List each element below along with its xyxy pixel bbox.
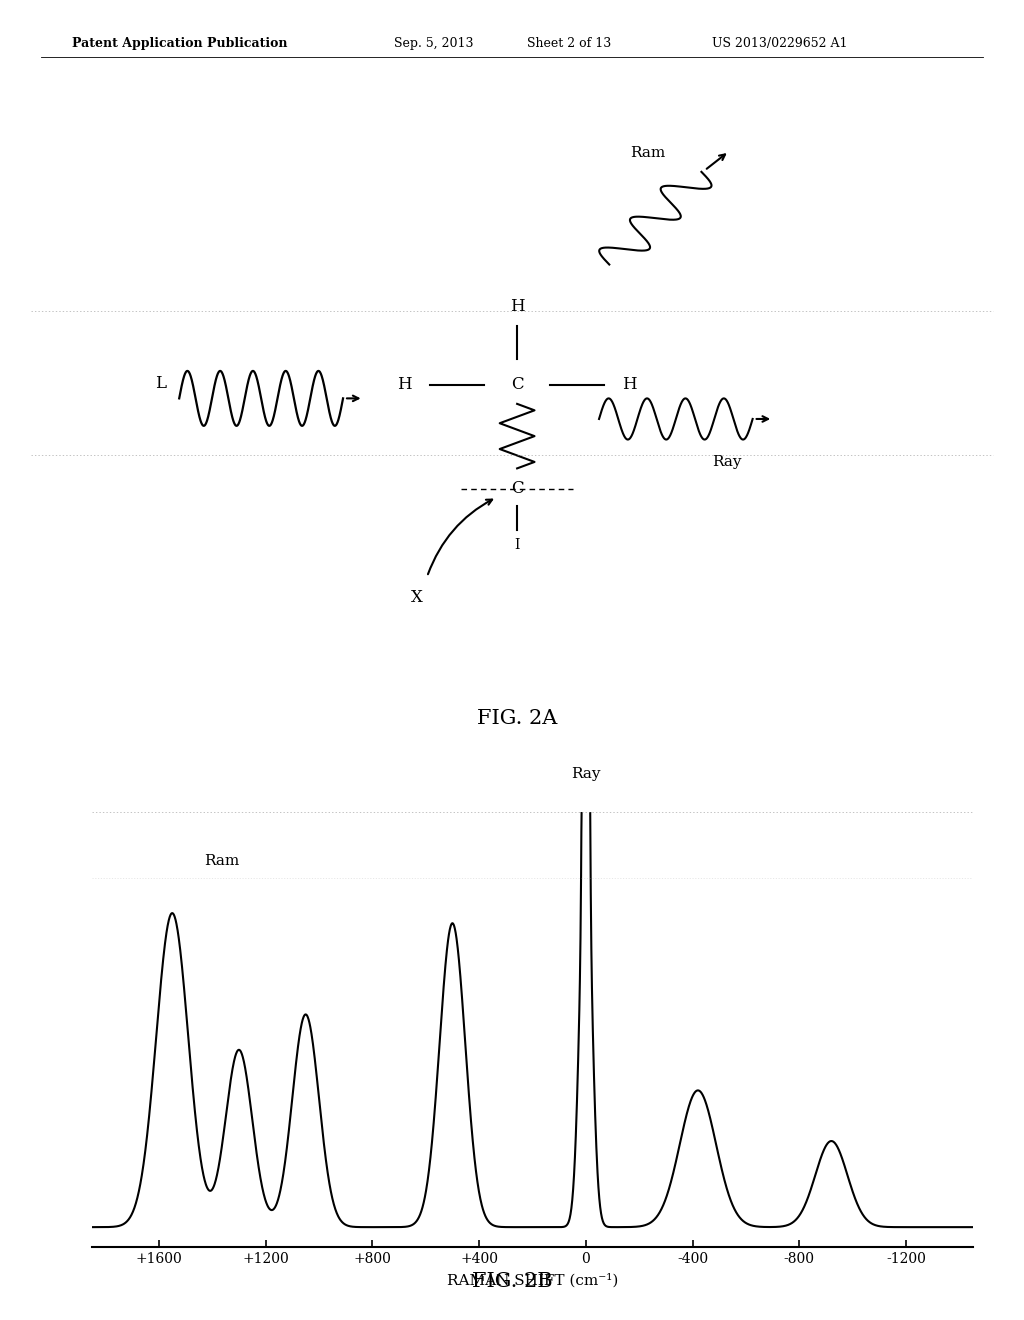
- Text: I: I: [514, 539, 520, 552]
- Text: Ram: Ram: [204, 854, 240, 867]
- Text: Ray: Ray: [571, 767, 601, 781]
- Text: Sep. 5, 2013: Sep. 5, 2013: [394, 37, 474, 50]
- Text: L: L: [155, 375, 166, 392]
- Text: Sheet 2 of 13: Sheet 2 of 13: [527, 37, 611, 50]
- Text: H: H: [623, 376, 637, 393]
- Text: US 2013/0229652 A1: US 2013/0229652 A1: [712, 37, 847, 50]
- Text: H: H: [510, 297, 524, 314]
- Text: C: C: [511, 376, 523, 393]
- Text: FIG. 2B: FIG. 2B: [472, 1272, 552, 1291]
- Text: Ray: Ray: [712, 454, 741, 469]
- Text: H: H: [397, 376, 412, 393]
- X-axis label: RAMAN SHIFT (cm⁻¹): RAMAN SHIFT (cm⁻¹): [446, 1274, 618, 1287]
- Text: Ram: Ram: [631, 147, 666, 160]
- Text: Patent Application Publication: Patent Application Publication: [72, 37, 287, 50]
- Text: X: X: [411, 589, 423, 606]
- Text: FIG. 2A: FIG. 2A: [477, 709, 557, 727]
- Text: C: C: [511, 480, 523, 498]
